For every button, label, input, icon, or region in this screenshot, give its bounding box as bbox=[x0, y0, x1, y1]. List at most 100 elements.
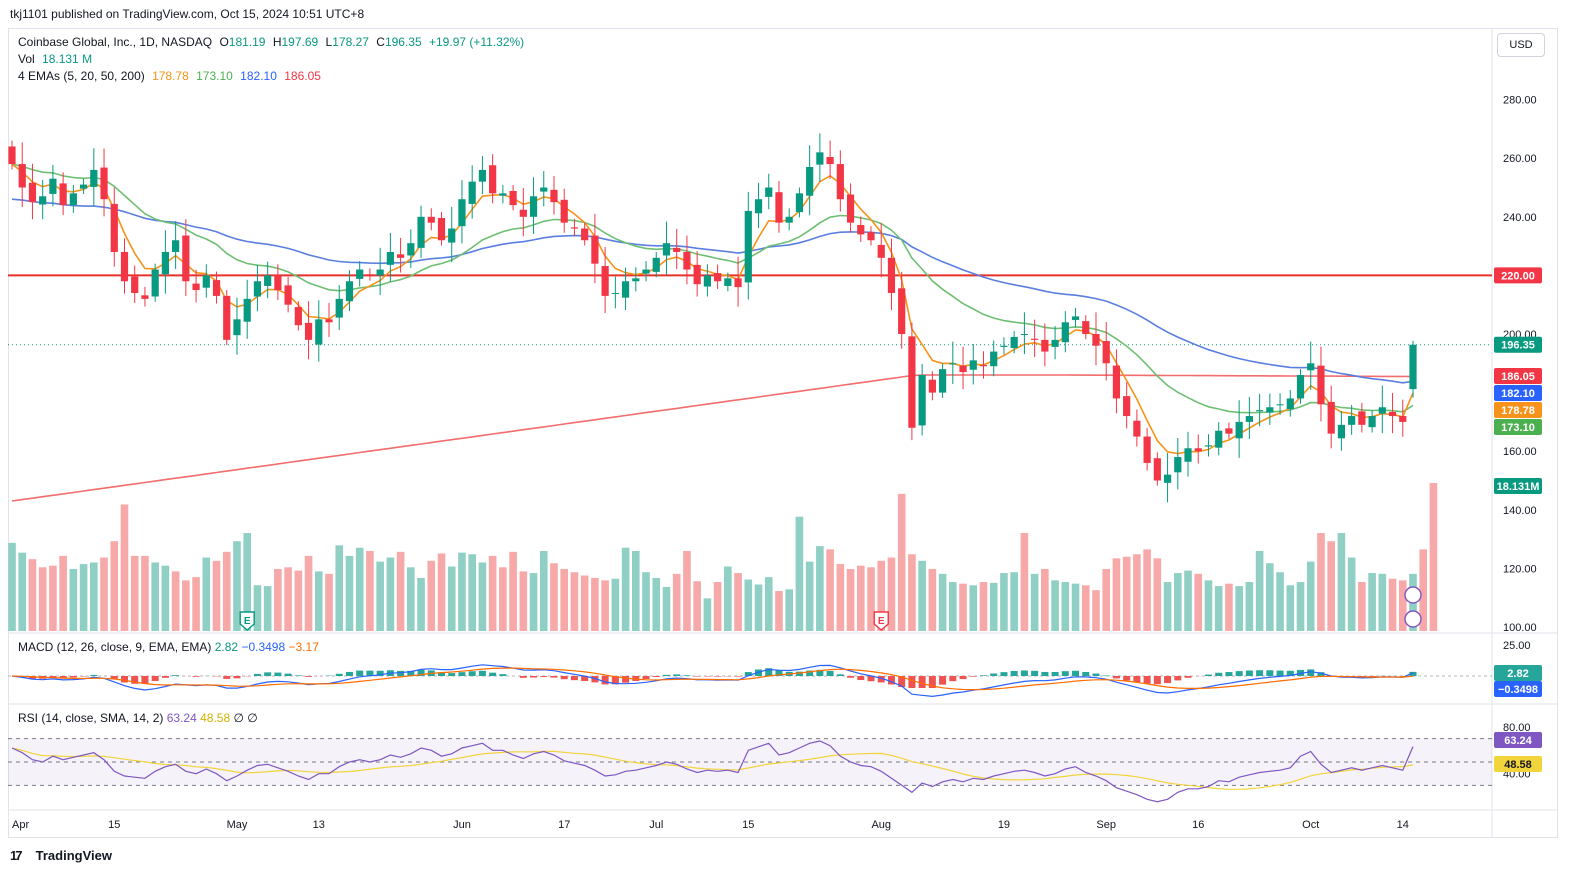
candle[interactable] bbox=[581, 228, 589, 241]
candle[interactable] bbox=[591, 235, 599, 264]
candle[interactable] bbox=[1337, 424, 1346, 439]
candle[interactable] bbox=[110, 203, 118, 252]
candle[interactable] bbox=[49, 178, 57, 194]
candle[interactable] bbox=[826, 157, 834, 165]
candle[interactable] bbox=[662, 243, 671, 256]
candle[interactable] bbox=[898, 288, 906, 334]
candle[interactable] bbox=[509, 191, 517, 206]
earnings-marker-icon[interactable] bbox=[239, 611, 255, 631]
candle[interactable] bbox=[1358, 411, 1366, 425]
candle[interactable] bbox=[703, 275, 711, 287]
candle[interactable] bbox=[182, 235, 190, 282]
candle[interactable] bbox=[1235, 421, 1243, 439]
candle[interactable] bbox=[621, 281, 630, 298]
candle[interactable] bbox=[1276, 404, 1284, 406]
candle[interactable] bbox=[489, 165, 497, 194]
candle[interactable] bbox=[693, 264, 701, 285]
candle[interactable] bbox=[284, 285, 292, 305]
candle[interactable] bbox=[1061, 322, 1069, 343]
candle[interactable] bbox=[172, 240, 180, 252]
candle[interactable] bbox=[867, 232, 875, 241]
candle[interactable] bbox=[223, 295, 231, 340]
candle[interactable] bbox=[253, 281, 262, 297]
candle[interactable] bbox=[632, 278, 640, 282]
candle[interactable] bbox=[1112, 365, 1121, 399]
candle[interactable] bbox=[1010, 336, 1018, 349]
candle[interactable] bbox=[979, 365, 988, 367]
candle[interactable] bbox=[918, 375, 926, 426]
candle[interactable] bbox=[18, 164, 26, 188]
candle[interactable] bbox=[304, 322, 313, 340]
candle[interactable] bbox=[1092, 334, 1100, 346]
candle[interactable] bbox=[928, 379, 936, 393]
candle[interactable] bbox=[642, 269, 650, 274]
candle[interactable] bbox=[1225, 428, 1233, 434]
candle[interactable] bbox=[908, 336, 916, 428]
candle[interactable] bbox=[1388, 411, 1397, 417]
candle[interactable] bbox=[540, 187, 548, 192]
candle[interactable] bbox=[141, 295, 149, 299]
candle[interactable] bbox=[274, 275, 282, 291]
chart-frame[interactable] bbox=[8, 28, 1558, 838]
candle[interactable] bbox=[458, 199, 466, 227]
candle[interactable] bbox=[795, 193, 804, 213]
candle[interactable] bbox=[1143, 436, 1151, 463]
candle[interactable] bbox=[1409, 344, 1417, 390]
candle[interactable] bbox=[816, 152, 824, 165]
candle[interactable] bbox=[1051, 339, 1059, 347]
candle[interactable] bbox=[754, 199, 763, 214]
candle[interactable] bbox=[1245, 416, 1253, 422]
candle[interactable] bbox=[1204, 445, 1213, 447]
dividend-event-icon[interactable] bbox=[1404, 586, 1422, 604]
candle[interactable] bbox=[79, 184, 88, 189]
candle[interactable] bbox=[1307, 363, 1315, 371]
candle[interactable] bbox=[1071, 316, 1080, 320]
candle[interactable] bbox=[499, 193, 507, 196]
candle[interactable] bbox=[1184, 448, 1192, 462]
candle[interactable] bbox=[59, 183, 67, 206]
candle[interactable] bbox=[427, 216, 435, 223]
candle[interactable] bbox=[959, 365, 967, 373]
candle[interactable] bbox=[1174, 457, 1182, 473]
candle[interactable] bbox=[1082, 321, 1090, 334]
candle[interactable] bbox=[1031, 338, 1039, 340]
candle[interactable] bbox=[724, 278, 732, 286]
candle[interactable] bbox=[1163, 474, 1172, 483]
candle[interactable] bbox=[785, 216, 793, 223]
symbol-title[interactable]: Coinbase Global, Inc., 1D, NASDAQ bbox=[18, 35, 213, 49]
candle[interactable] bbox=[529, 196, 538, 217]
candle[interactable] bbox=[550, 189, 558, 203]
candle[interactable] bbox=[120, 251, 129, 282]
candle[interactable] bbox=[1215, 430, 1223, 448]
volume-label[interactable]: Vol bbox=[18, 52, 35, 66]
candle[interactable] bbox=[1399, 416, 1407, 422]
candle[interactable] bbox=[969, 360, 977, 370]
candle[interactable] bbox=[1348, 416, 1356, 425]
candle[interactable] bbox=[315, 319, 323, 345]
candle[interactable] bbox=[243, 298, 251, 322]
macd-label[interactable]: MACD (12, 26, close, 9, EMA, EMA) bbox=[18, 640, 212, 654]
candle[interactable] bbox=[1153, 458, 1161, 481]
candle[interactable] bbox=[744, 210, 752, 283]
candle[interactable] bbox=[570, 227, 579, 229]
candle[interactable] bbox=[765, 187, 773, 197]
candle[interactable] bbox=[396, 254, 405, 258]
candle[interactable] bbox=[1296, 375, 1305, 399]
candle[interactable] bbox=[1327, 401, 1335, 434]
candle[interactable] bbox=[560, 199, 568, 223]
candle[interactable] bbox=[366, 274, 374, 276]
candle[interactable] bbox=[356, 269, 364, 279]
candle[interactable] bbox=[8, 146, 16, 165]
earnings-marker-icon[interactable] bbox=[873, 611, 889, 631]
candle[interactable] bbox=[202, 275, 210, 288]
candle[interactable] bbox=[601, 266, 609, 296]
candle[interactable] bbox=[1256, 410, 1264, 412]
ema-label[interactable]: 4 EMAs (5, 20, 50, 200) bbox=[18, 69, 145, 83]
candle[interactable] bbox=[345, 281, 354, 302]
candle[interactable] bbox=[857, 225, 865, 235]
candle[interactable] bbox=[264, 275, 272, 286]
candle[interactable] bbox=[131, 276, 139, 293]
candle[interactable] bbox=[775, 192, 783, 223]
candle[interactable] bbox=[836, 164, 844, 200]
